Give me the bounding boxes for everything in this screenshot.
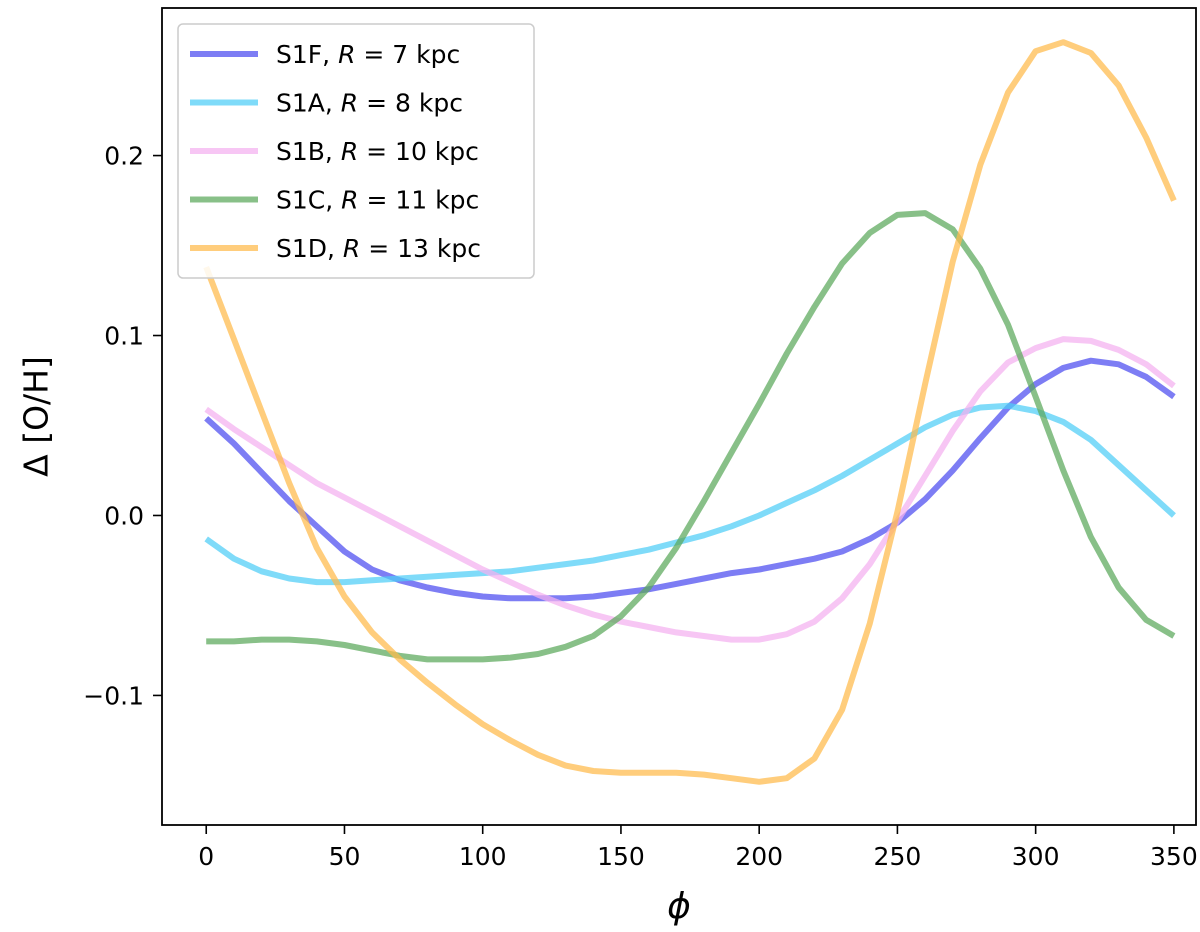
y-tick-label: −0.1 (83, 681, 144, 710)
x-tick-label: 0 (198, 842, 214, 871)
plot-frame (161, 7, 1197, 826)
legend-label: S1D, R = 13 kpc (276, 234, 481, 263)
legend-item-s1a: S1A, R = 8 kpc (190, 89, 463, 118)
series-line-s1c (206, 210, 1176, 663)
x-tick-label: 200 (735, 842, 783, 871)
legend-label: S1A, R = 8 kpc (276, 89, 463, 118)
legend-item-s1c: S1C, R = 11 kpc (190, 186, 479, 215)
legend-item-s1b: S1B, R = 10 kpc (190, 137, 479, 166)
x-tick-label: 100 (459, 842, 507, 871)
series-layer (203, 39, 1177, 785)
x-tick-label: 250 (874, 842, 922, 871)
x-tick-label: 50 (329, 842, 361, 871)
legend: S1F, R = 7 kpc S1A, R = 8 kpc S1B, R = 10 … (177, 23, 535, 279)
y-axis: −0.1 0.0 0.1 0.2 (83, 142, 162, 710)
y-tick-label: 0.1 (104, 322, 144, 351)
legend-label: S1C, R = 11 kpc (276, 186, 479, 215)
series-line-s1a (204, 402, 1176, 586)
legend-item-s1f: S1F, R = 7 kpc (190, 40, 460, 69)
series-line-s1b (204, 336, 1176, 643)
legend-item-s1d: S1D, R = 13 kpc (190, 234, 481, 263)
x-tick-label: 300 (1012, 842, 1060, 871)
series-line-s1d (203, 39, 1177, 785)
legend-frame (177, 23, 535, 279)
x-axis: 0 50 100 150 200 250 300 350 (198, 825, 1198, 871)
legend-label: S1F, R = 7 kpc (276, 40, 460, 69)
y-tick-label: 0.2 (104, 142, 144, 171)
y-axis-label: Δ [O/H] (17, 356, 56, 477)
y-tick-label: 0.0 (104, 501, 144, 530)
x-axis-label: ϕ (667, 886, 691, 927)
legend-label: S1B, R = 10 kpc (276, 137, 479, 166)
x-tick-label: 150 (597, 842, 645, 871)
x-tick-label: 350 (1150, 842, 1198, 871)
